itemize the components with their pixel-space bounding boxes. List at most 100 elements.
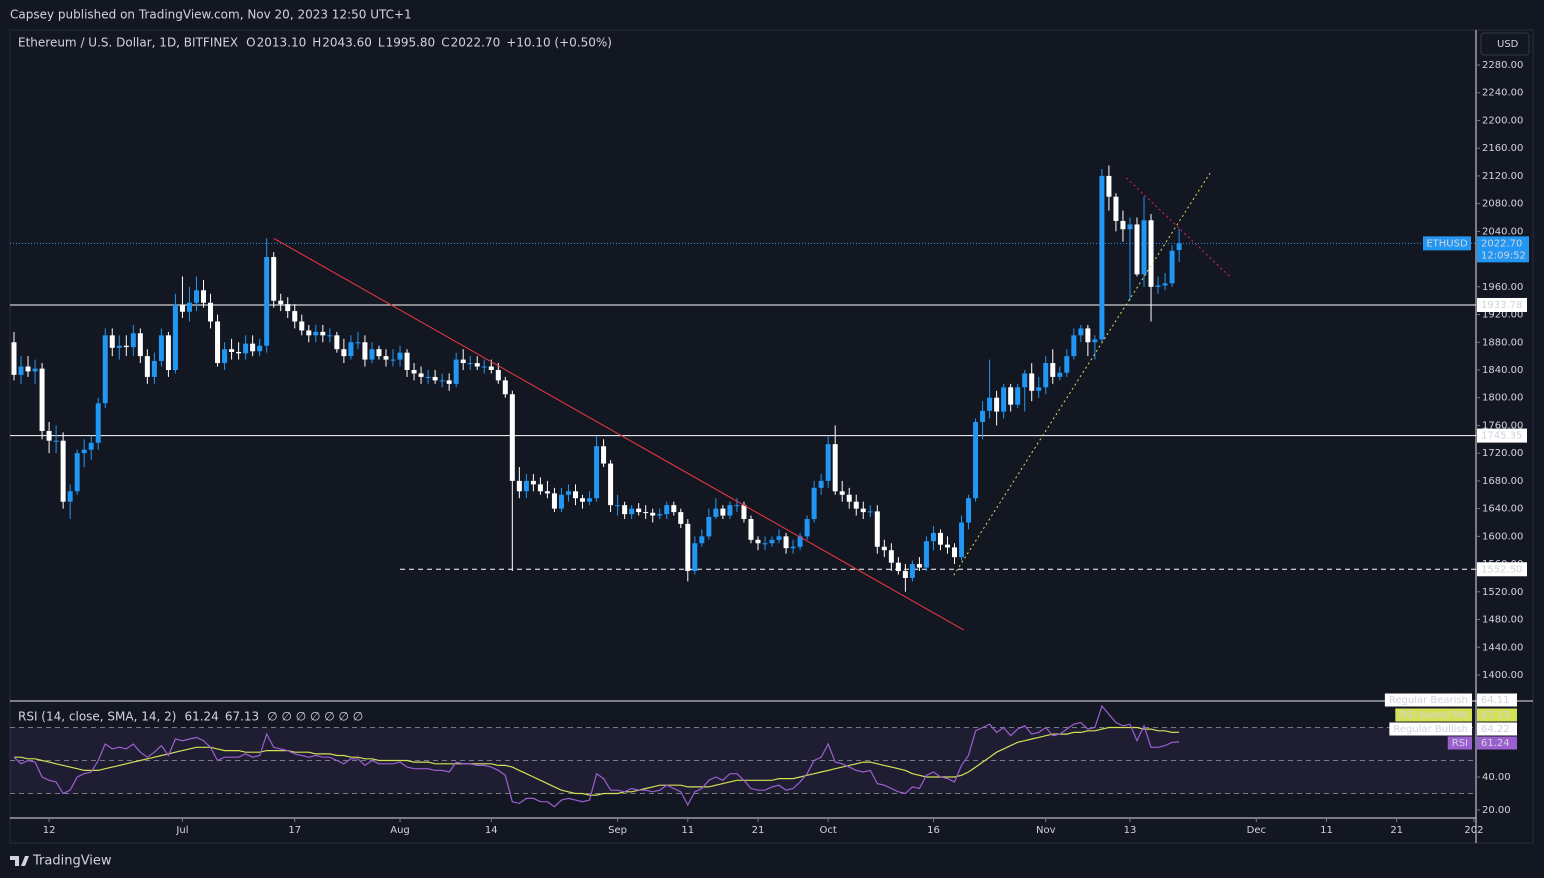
- candle-body: [123, 345, 129, 348]
- candle-body: [762, 543, 768, 545]
- candle-body: [678, 512, 684, 524]
- candle-body: [334, 335, 340, 350]
- candle-body: [537, 484, 543, 492]
- candle-body: [1071, 335, 1077, 357]
- tag-value: 64.22: [1481, 724, 1510, 735]
- candle-body: [1113, 196, 1119, 221]
- candle-body: [727, 505, 733, 516]
- candle-body: [1106, 175, 1112, 197]
- candle-body: [839, 491, 845, 495]
- rsi-line: [14, 726, 1180, 796]
- candle-body: [622, 505, 628, 515]
- y-tick-label: 1920.00: [1482, 310, 1523, 321]
- candle-body: [748, 519, 754, 540]
- y-tick-label: 2040.00: [1482, 226, 1523, 237]
- rsi-line: [13, 704, 1180, 808]
- level-label: 1552.50: [1481, 564, 1522, 575]
- candle-body: [1099, 175, 1105, 340]
- candle-body: [348, 342, 354, 357]
- candle-body: [1001, 387, 1007, 412]
- tag-value-bg: [1477, 693, 1517, 707]
- y-tick-label: 1760.00: [1482, 420, 1523, 431]
- candle-body: [608, 463, 614, 506]
- y-tick-label: 1960.00: [1482, 282, 1523, 293]
- candle-body: [615, 505, 621, 507]
- candle-body: [88, 442, 94, 450]
- candle-body: [39, 368, 45, 431]
- candle-body: [271, 257, 277, 301]
- rsi-legend-value: 61.24: [184, 710, 218, 724]
- currency-button[interactable]: [1480, 32, 1530, 56]
- candle-body: [467, 363, 473, 365]
- candle-body: [509, 394, 515, 481]
- y-tick-label: 1800.00: [1482, 393, 1523, 404]
- level-label: 1745.35: [1481, 431, 1522, 442]
- candle-body: [699, 536, 705, 544]
- candle-body: [565, 491, 571, 495]
- candle-body: [671, 505, 677, 513]
- candle-body: [158, 335, 164, 361]
- candle-body: [818, 480, 824, 488]
- x-tick-label: Jul: [175, 825, 188, 836]
- candle-body: [580, 498, 586, 502]
- candle-body: [987, 397, 993, 411]
- legend-value: 2022.70: [451, 36, 501, 50]
- candle-body: [1148, 220, 1154, 287]
- candle-body: [355, 342, 361, 344]
- candle-body: [692, 543, 698, 572]
- y-tick-label: 1600.00: [1482, 531, 1523, 542]
- candle-body: [18, 366, 24, 375]
- candle-body: [53, 440, 59, 442]
- tag-value: 64.11: [1481, 695, 1510, 706]
- candle-body: [959, 522, 965, 558]
- candle-body: [102, 335, 108, 404]
- y-tick-label: 40.00: [1482, 772, 1511, 783]
- tag-value-bg: [1477, 736, 1517, 750]
- candle-body: [832, 444, 838, 492]
- trendline: [1126, 177, 1231, 278]
- x-tick-label: 13: [1124, 825, 1137, 836]
- x-tick-label: Nov: [1036, 825, 1056, 836]
- candle-body: [811, 487, 817, 520]
- candle-body: [874, 511, 880, 547]
- candle-body: [769, 539, 775, 544]
- tag-name-bg: [1384, 693, 1472, 707]
- candle-body: [1029, 373, 1035, 391]
- y-tick-label: 2120.00: [1482, 171, 1523, 182]
- candle-body: [902, 571, 908, 578]
- candle-body: [109, 335, 115, 348]
- tag-name: Regular Bullish: [1393, 724, 1468, 735]
- candle-body: [530, 480, 536, 485]
- x-tick-label: Aug: [390, 825, 410, 836]
- tag-name: RSI-based MA: [1399, 710, 1468, 721]
- tag-name: RSI: [1452, 738, 1468, 749]
- candle-body: [664, 505, 670, 515]
- candle-body: [937, 532, 943, 545]
- candle-body: [67, 491, 73, 502]
- candle-body: [804, 519, 810, 537]
- candle-body: [706, 516, 712, 537]
- candle-body: [1050, 363, 1056, 377]
- candle-body: [1162, 283, 1168, 286]
- candle-body: [1015, 387, 1021, 405]
- candle-body: [453, 359, 459, 384]
- y-tick-label: 2160.00: [1482, 143, 1523, 154]
- legend-title: Ethereum / U.S. Dollar, 1D, BITFINEX: [18, 36, 238, 50]
- candle-body: [193, 290, 199, 303]
- x-tick-label: Sep: [608, 825, 627, 836]
- candle-body: [657, 514, 663, 516]
- candle-body: [516, 480, 522, 492]
- candle-body: [11, 342, 17, 375]
- candle-body: [1022, 373, 1028, 388]
- tag-value-bg: [1477, 722, 1517, 736]
- candle-body: [130, 333, 136, 348]
- candle-body: [952, 547, 958, 558]
- candle-body: [860, 508, 866, 513]
- rsi-legend-title: RSI (14, close, SMA, 14, 2): [18, 710, 176, 724]
- candle-body: [1008, 387, 1014, 405]
- candle-body: [95, 403, 101, 443]
- candle-body: [250, 343, 256, 352]
- y-tick-label: 1400.00: [1482, 670, 1523, 681]
- candle-body: [495, 369, 501, 381]
